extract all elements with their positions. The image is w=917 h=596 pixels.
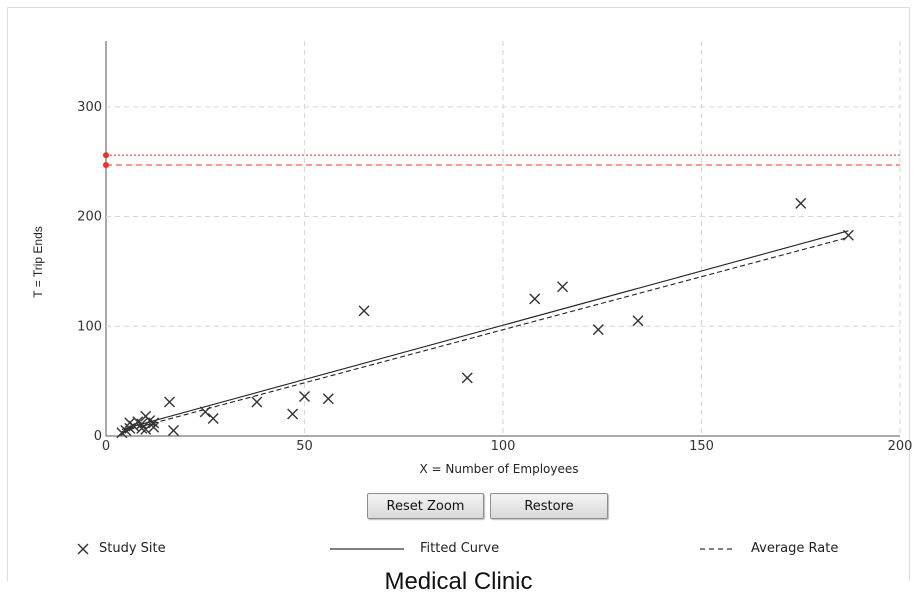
data-point — [140, 423, 152, 435]
restore-button[interactable]: Restore — [490, 493, 608, 519]
dashed-line-icon — [700, 547, 736, 550]
data-point — [164, 396, 176, 408]
data-point-stroke — [140, 423, 152, 435]
data-point — [251, 396, 263, 408]
scatter-plot[interactable]: 0 50 100 150 200 0 100 200 300 X = Number of Emp… — [0, 0, 917, 480]
data-point-stroke — [842, 229, 854, 241]
data-point — [136, 418, 148, 430]
data-point-stroke — [148, 417, 160, 429]
data-point — [148, 417, 160, 429]
solid-line-icon — [330, 547, 404, 550]
caption: Medical Clinic — [384, 568, 533, 595]
y-axis-label: T = Trip Ends — [31, 226, 45, 297]
data-point-stroke — [529, 293, 541, 305]
data-point — [358, 305, 370, 317]
x-tick-label: 150 — [689, 439, 714, 454]
data-point — [592, 324, 604, 336]
data-point — [287, 408, 299, 420]
x-tick-label: 0 — [102, 439, 110, 454]
data-point-stroke — [592, 324, 604, 336]
chart-frame — [7, 7, 910, 581]
average-rate-line — [121, 236, 849, 433]
data-point-stroke — [199, 406, 211, 418]
data-point-stroke — [164, 396, 176, 408]
data-point — [207, 412, 219, 424]
grid — [105, 41, 901, 437]
reset-zoom-button[interactable]: Reset Zoom — [367, 493, 484, 519]
data-point-stroke — [251, 396, 263, 408]
fitted-curve-line — [121, 230, 849, 430]
x-tick-label: 200 — [888, 439, 913, 454]
data-point — [167, 425, 179, 437]
data-point-stroke — [207, 412, 219, 424]
y-tick-label: 300 — [77, 100, 102, 115]
data-point — [632, 315, 644, 327]
legend-fitted-curve: Fitted Curve — [330, 541, 499, 556]
y-tick-label: 100 — [77, 319, 102, 334]
data-point-stroke — [144, 415, 156, 427]
legend-average-rate: Average Rate — [700, 541, 838, 556]
x-tick-label: 100 — [491, 439, 516, 454]
y-tick-label: 0 — [94, 429, 102, 444]
data-point-stroke — [299, 391, 310, 402]
data-point-stroke — [132, 416, 144, 428]
legend-study-site-label: Study Site — [99, 541, 166, 556]
data-point-stroke — [167, 425, 179, 437]
data-point — [299, 391, 310, 402]
data-point — [461, 372, 473, 384]
trend-lines — [121, 230, 849, 433]
data-point — [529, 293, 541, 305]
legend-fitted-curve-label: Fitted Curve — [420, 541, 500, 556]
data-point-stroke — [136, 418, 148, 430]
data-point — [557, 281, 569, 293]
data-point — [322, 393, 334, 405]
legend-study-site: Study Site — [76, 541, 166, 556]
data-point-stroke — [287, 408, 299, 420]
data-point-stroke — [795, 197, 807, 209]
data-point-stroke — [358, 305, 370, 317]
reference-lines — [103, 152, 900, 168]
x-tick-label: 50 — [296, 439, 313, 454]
x-axis-label: X = Number of Employees — [420, 462, 579, 476]
axis-ticks: 0 50 100 150 200 0 100 200 300 — [77, 100, 912, 454]
y-tick-label: 200 — [77, 210, 102, 225]
data-point — [795, 197, 807, 209]
data-point-stroke — [557, 281, 569, 293]
reference-marker — [103, 161, 109, 168]
data-point — [148, 421, 160, 433]
data-points — [116, 197, 854, 439]
x-marker-icon — [77, 543, 89, 554]
data-point-stroke — [148, 421, 160, 433]
legend-average-rate-label: Average Rate — [751, 541, 839, 556]
data-point — [199, 406, 211, 418]
data-point-stroke — [632, 315, 644, 327]
data-point-stroke — [461, 372, 473, 384]
reference-marker — [103, 152, 109, 159]
data-point-stroke — [322, 393, 334, 405]
data-point — [842, 229, 854, 241]
